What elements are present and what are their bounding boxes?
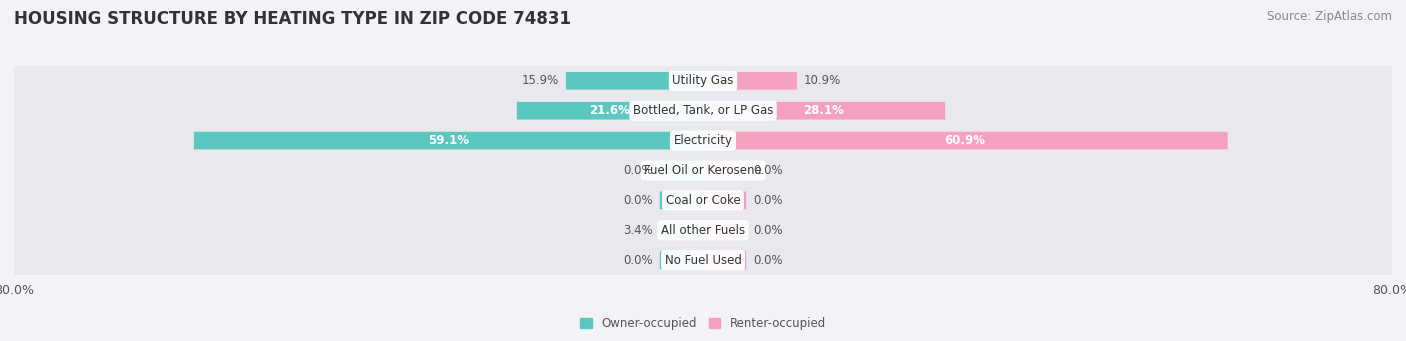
FancyBboxPatch shape xyxy=(194,132,703,149)
FancyBboxPatch shape xyxy=(703,192,747,209)
FancyBboxPatch shape xyxy=(659,251,703,269)
FancyBboxPatch shape xyxy=(659,192,703,209)
Text: 59.1%: 59.1% xyxy=(427,134,470,147)
Text: HOUSING STRUCTURE BY HEATING TYPE IN ZIP CODE 74831: HOUSING STRUCTURE BY HEATING TYPE IN ZIP… xyxy=(14,10,571,28)
FancyBboxPatch shape xyxy=(14,156,1392,185)
Text: 0.0%: 0.0% xyxy=(754,194,783,207)
FancyBboxPatch shape xyxy=(703,102,945,120)
Text: 28.1%: 28.1% xyxy=(804,104,845,117)
Text: 10.9%: 10.9% xyxy=(804,74,841,87)
Text: Source: ZipAtlas.com: Source: ZipAtlas.com xyxy=(1267,10,1392,23)
FancyBboxPatch shape xyxy=(14,96,1392,125)
Text: 21.6%: 21.6% xyxy=(589,104,630,117)
FancyBboxPatch shape xyxy=(14,66,1392,95)
Text: Bottled, Tank, or LP Gas: Bottled, Tank, or LP Gas xyxy=(633,104,773,117)
FancyBboxPatch shape xyxy=(14,246,1392,275)
Text: 15.9%: 15.9% xyxy=(522,74,560,87)
FancyBboxPatch shape xyxy=(14,186,1392,215)
Text: Coal or Coke: Coal or Coke xyxy=(665,194,741,207)
Text: 0.0%: 0.0% xyxy=(623,194,652,207)
FancyBboxPatch shape xyxy=(14,126,1392,155)
FancyBboxPatch shape xyxy=(703,72,797,90)
FancyBboxPatch shape xyxy=(659,162,703,179)
Text: 0.0%: 0.0% xyxy=(754,254,783,267)
Text: 60.9%: 60.9% xyxy=(945,134,986,147)
Text: No Fuel Used: No Fuel Used xyxy=(665,254,741,267)
Text: All other Fuels: All other Fuels xyxy=(661,224,745,237)
Text: Fuel Oil or Kerosene: Fuel Oil or Kerosene xyxy=(644,164,762,177)
FancyBboxPatch shape xyxy=(703,162,747,179)
FancyBboxPatch shape xyxy=(659,221,703,239)
Text: Utility Gas: Utility Gas xyxy=(672,74,734,87)
Text: 0.0%: 0.0% xyxy=(754,224,783,237)
FancyBboxPatch shape xyxy=(14,216,1392,245)
Legend: Owner-occupied, Renter-occupied: Owner-occupied, Renter-occupied xyxy=(575,312,831,335)
Text: 0.0%: 0.0% xyxy=(623,254,652,267)
FancyBboxPatch shape xyxy=(517,102,703,120)
Text: Electricity: Electricity xyxy=(673,134,733,147)
Text: 0.0%: 0.0% xyxy=(754,164,783,177)
Text: 3.4%: 3.4% xyxy=(623,224,652,237)
Text: 0.0%: 0.0% xyxy=(623,164,652,177)
FancyBboxPatch shape xyxy=(703,132,1227,149)
FancyBboxPatch shape xyxy=(565,72,703,90)
FancyBboxPatch shape xyxy=(703,221,747,239)
FancyBboxPatch shape xyxy=(703,251,747,269)
